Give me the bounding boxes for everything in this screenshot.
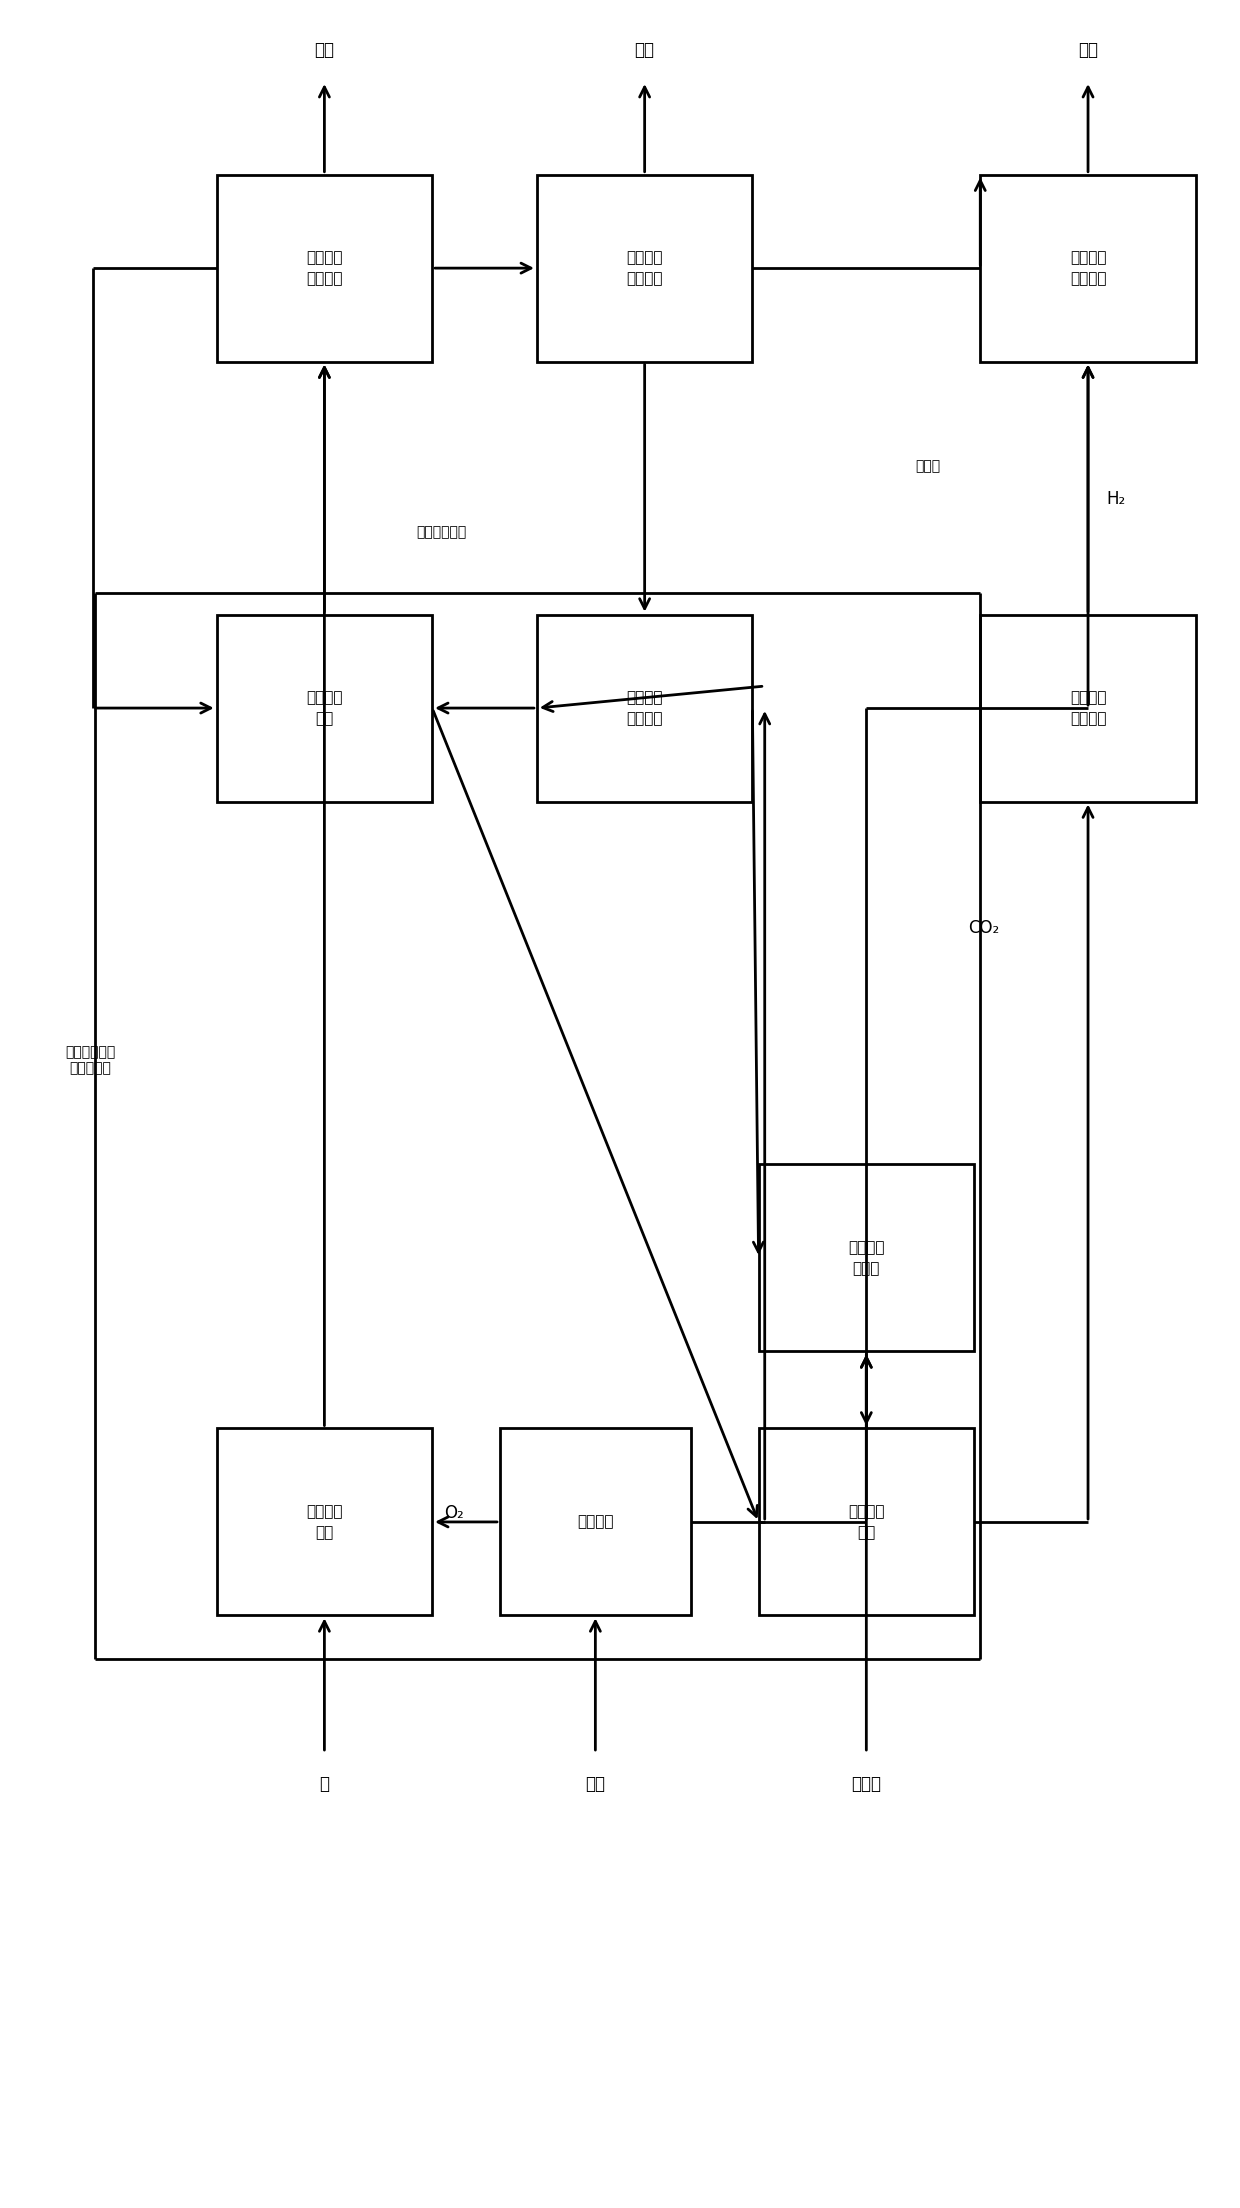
- Text: 气分离: 气分离: [915, 459, 940, 473]
- FancyBboxPatch shape: [759, 1164, 975, 1351]
- Text: 煤: 煤: [320, 1775, 330, 1793]
- FancyBboxPatch shape: [981, 614, 1195, 802]
- FancyBboxPatch shape: [217, 174, 433, 362]
- FancyBboxPatch shape: [537, 174, 753, 362]
- FancyBboxPatch shape: [217, 614, 433, 802]
- FancyBboxPatch shape: [500, 1429, 691, 1616]
- Text: 空分装置: 空分装置: [577, 1515, 614, 1530]
- Text: 水蒸汽制炉气: 水蒸汽制炉气: [417, 526, 466, 539]
- FancyBboxPatch shape: [981, 174, 1195, 362]
- Text: 燃烧发电
装置: 燃烧发电 装置: [306, 1504, 342, 1539]
- Text: H₂: H₂: [1106, 490, 1126, 508]
- Text: 脱硫脱硝
除尘装置: 脱硫脱硝 除尘装置: [306, 250, 342, 287]
- Text: 烟气余热
重整装置: 烟气余热 重整装置: [626, 691, 663, 726]
- Text: O₂: O₂: [444, 1504, 464, 1521]
- Text: 烟气余热
换热装置: 烟气余热 换热装置: [626, 250, 663, 287]
- Text: 未反应气体循
环利用装置: 未反应气体循 环利用装置: [66, 1044, 115, 1075]
- Text: 烟气转化
制氢装置: 烟气转化 制氢装置: [1070, 691, 1106, 726]
- Text: 气体分离
装置: 气体分离 装置: [848, 1504, 884, 1539]
- Text: 天然气: 天然气: [852, 1775, 882, 1793]
- FancyBboxPatch shape: [217, 1429, 433, 1616]
- Text: 烯烃: 烯烃: [1078, 42, 1099, 60]
- Text: 空气: 空气: [585, 1775, 605, 1793]
- Text: 催化氧化
装置: 催化氧化 装置: [306, 691, 342, 726]
- Text: 电力: 电力: [315, 42, 335, 60]
- FancyBboxPatch shape: [759, 1429, 975, 1616]
- Text: CO₂: CO₂: [967, 919, 999, 936]
- FancyBboxPatch shape: [537, 614, 753, 802]
- Text: 煤气化裂
解装置: 煤气化裂 解装置: [848, 1241, 884, 1276]
- Text: 烯烃分离
提纯装置: 烯烃分离 提纯装置: [1070, 250, 1106, 287]
- Text: 燃料: 燃料: [635, 42, 655, 60]
